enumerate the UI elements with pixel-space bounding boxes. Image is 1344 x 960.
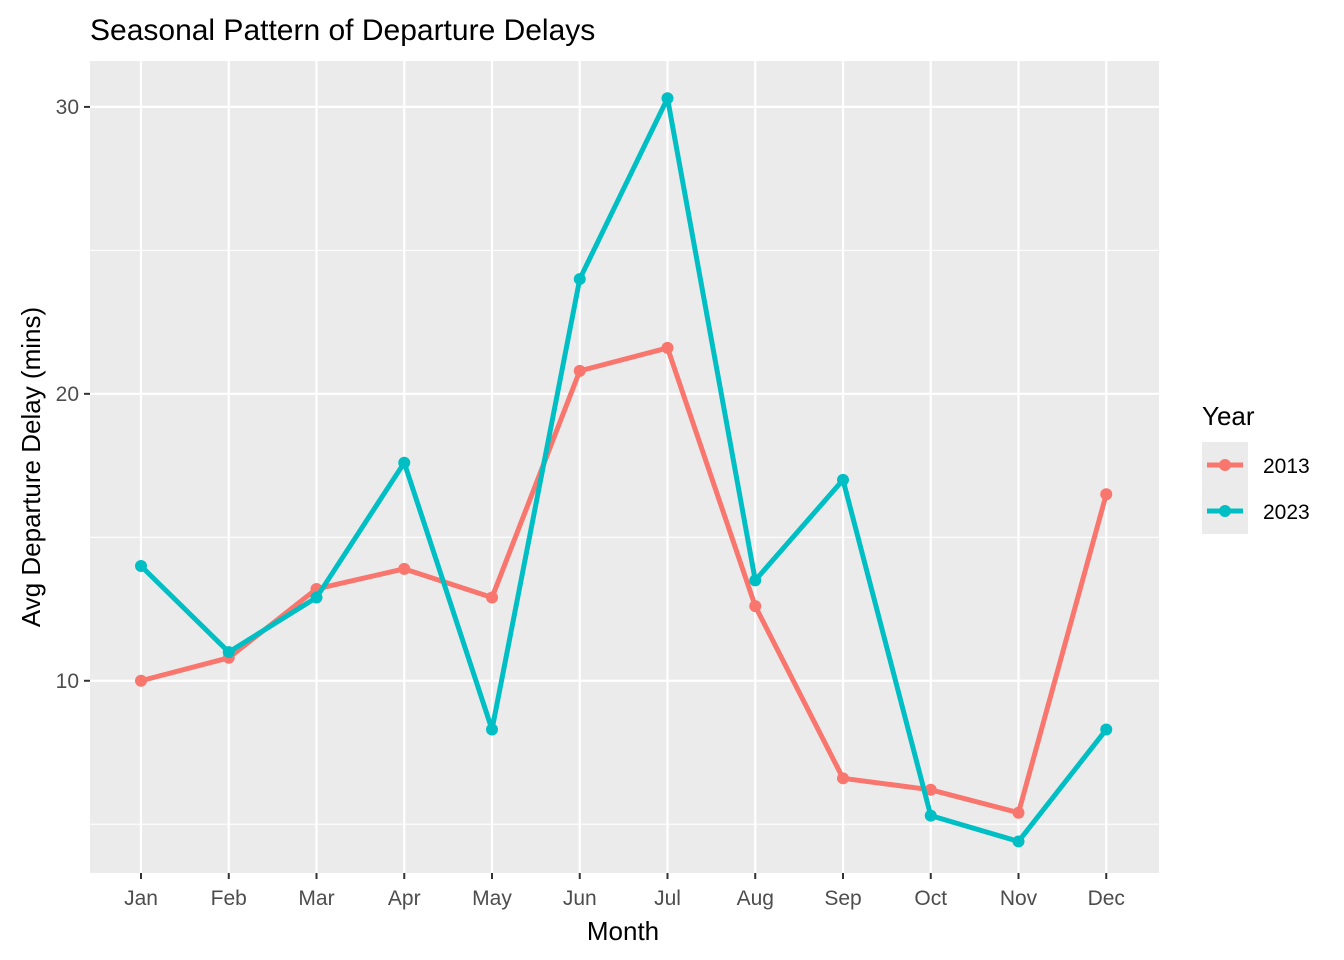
series-line	[139, 95, 1109, 844]
data-point	[398, 562, 411, 575]
x-tick-label: Apr	[388, 887, 421, 910]
data-point	[924, 783, 937, 796]
legend-label: 2013	[1263, 455, 1310, 478]
x-tick-label: Mar	[298, 887, 334, 910]
legend-title: Year	[1202, 401, 1255, 431]
data-point	[486, 591, 498, 604]
data-point	[486, 723, 498, 736]
y-axis: 10 20 30	[56, 96, 90, 693]
data-point	[661, 92, 674, 105]
data-point	[837, 473, 849, 486]
data-point	[573, 273, 586, 286]
data-point	[310, 591, 323, 604]
data-point	[398, 456, 411, 469]
x-tick-label: Oct	[914, 887, 947, 910]
data-point	[749, 600, 762, 613]
y-tick-label: 20	[56, 383, 79, 406]
data-point	[1100, 488, 1113, 501]
y-tick-label: 10	[56, 670, 79, 693]
data-point	[1100, 723, 1113, 736]
data-point	[135, 674, 147, 687]
legend: Year 2013 2023	[1202, 401, 1310, 534]
y-tick-label: 30	[56, 96, 79, 119]
x-tick-label: Jan	[124, 887, 158, 910]
y-axis-title: Avg Departure Delay (mins)	[16, 307, 46, 627]
x-axis-title: Month	[587, 916, 659, 946]
x-tick-label: May	[472, 887, 512, 910]
legend-key-point	[1219, 505, 1231, 517]
x-tick-label: Jun	[563, 887, 597, 910]
x-tick-label: Nov	[1000, 887, 1038, 910]
x-tick-label: Dec	[1088, 887, 1125, 910]
data-point	[661, 341, 674, 354]
x-tick-label: Aug	[737, 887, 774, 910]
series-layer	[135, 92, 1113, 848]
minor-gridlines	[90, 249, 1159, 825]
data-point	[1012, 835, 1025, 848]
series-line	[140, 345, 1109, 816]
data-point	[135, 559, 147, 572]
chart-title: Seasonal Pattern of Departure Delays	[90, 14, 595, 47]
data-point	[837, 772, 849, 785]
series-2023	[135, 92, 1113, 848]
data-point	[924, 809, 937, 822]
data-point	[749, 574, 762, 587]
legend-key-point	[1219, 459, 1231, 471]
data-point	[573, 364, 586, 377]
x-tick-label: Sep	[824, 887, 861, 910]
legend-label: 2023	[1263, 501, 1310, 524]
data-point	[1012, 806, 1025, 819]
x-axis: Jan Feb Mar Apr May Jun Jul Aug Sep Oct Nov Dec	[124, 873, 1125, 910]
x-tick-label: Jul	[654, 887, 681, 910]
plot-panel	[90, 61, 1159, 873]
data-point	[222, 646, 235, 659]
x-tick-label: Feb	[211, 887, 247, 910]
